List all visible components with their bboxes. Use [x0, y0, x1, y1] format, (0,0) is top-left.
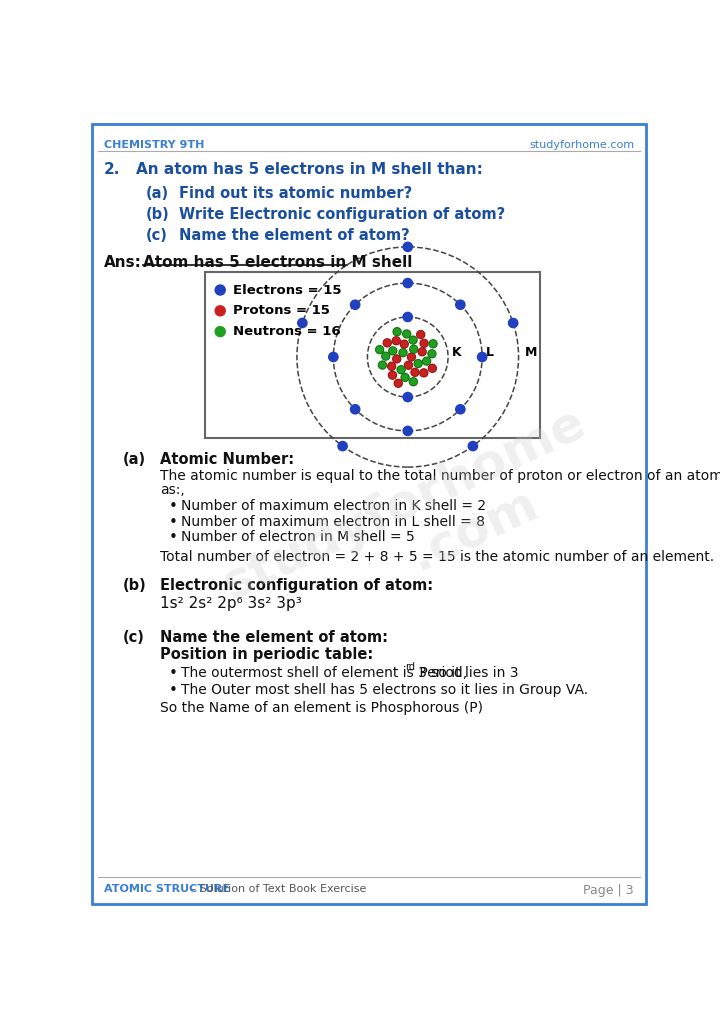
Text: Neutrons = 16: Neutrons = 16: [233, 325, 341, 338]
Text: Find out its atomic number?: Find out its atomic number?: [179, 186, 413, 202]
Circle shape: [392, 337, 400, 345]
Circle shape: [401, 374, 409, 382]
Text: 1s² 2s² 2p⁶ 3s² 3p³: 1s² 2s² 2p⁶ 3s² 3p³: [160, 597, 302, 612]
Circle shape: [376, 346, 384, 353]
Circle shape: [215, 285, 225, 295]
Text: Ans:: Ans:: [104, 256, 142, 271]
Text: Name the element of atom?: Name the element of atom?: [179, 228, 410, 242]
Text: •: •: [169, 530, 178, 546]
Text: K: K: [452, 346, 462, 359]
Circle shape: [411, 369, 419, 377]
Circle shape: [477, 352, 487, 361]
Text: – Solution of Text Book Exercise: – Solution of Text Book Exercise: [187, 885, 366, 895]
Text: The Outer most shell has 5 electrons so it lies in Group VA.: The Outer most shell has 5 electrons so …: [181, 683, 588, 696]
Text: (c): (c): [145, 228, 168, 242]
Circle shape: [403, 392, 413, 402]
Circle shape: [399, 349, 407, 356]
Circle shape: [417, 331, 425, 339]
Circle shape: [418, 348, 426, 355]
Circle shape: [405, 361, 413, 370]
Circle shape: [428, 350, 436, 357]
Text: Page | 3: Page | 3: [583, 885, 634, 898]
Text: M: M: [525, 346, 537, 359]
Circle shape: [403, 427, 413, 436]
Text: •: •: [169, 500, 178, 514]
Text: •: •: [169, 666, 178, 681]
Circle shape: [215, 305, 225, 316]
Text: as:,: as:,: [160, 483, 184, 497]
Text: Atom has 5 electrons in M shell: Atom has 5 electrons in M shell: [143, 256, 412, 271]
Text: The atomic number is equal to the total number of proton or electron of an atom,: The atomic number is equal to the total …: [160, 468, 720, 483]
Circle shape: [414, 359, 422, 367]
Circle shape: [338, 442, 347, 451]
Text: •: •: [169, 683, 178, 697]
Circle shape: [351, 300, 360, 309]
Text: Total number of electron = 2 + 8 + 5 = 15 is the atomic number of an element.: Total number of electron = 2 + 8 + 5 = 1…: [160, 551, 714, 564]
Circle shape: [429, 340, 437, 348]
Circle shape: [508, 319, 518, 328]
Circle shape: [400, 340, 408, 348]
Text: Number of maximum electron in L shell = 8: Number of maximum electron in L shell = …: [181, 515, 485, 529]
Circle shape: [383, 339, 391, 347]
Circle shape: [428, 364, 436, 373]
Circle shape: [393, 328, 401, 336]
Text: Electrons = 15: Electrons = 15: [233, 284, 341, 296]
Text: Electronic configuration of atom:: Electronic configuration of atom:: [160, 578, 433, 593]
Circle shape: [409, 378, 418, 386]
Circle shape: [403, 279, 413, 288]
Text: rd: rd: [405, 662, 415, 672]
Circle shape: [215, 327, 225, 337]
Text: L: L: [486, 346, 494, 359]
Text: studyforhome
      .com: studyforhome .com: [215, 398, 616, 659]
Circle shape: [351, 405, 360, 414]
Circle shape: [468, 442, 477, 451]
Circle shape: [379, 361, 387, 370]
Text: Write Electronic configuration of atom?: Write Electronic configuration of atom?: [179, 207, 505, 222]
Text: (b): (b): [145, 207, 169, 222]
Text: CHEMISTRY 9TH: CHEMISTRY 9TH: [104, 139, 204, 150]
Text: So the Name of an element is Phosphorous (P): So the Name of an element is Phosphorous…: [160, 701, 482, 716]
Circle shape: [409, 336, 417, 344]
FancyBboxPatch shape: [92, 124, 646, 904]
Bar: [204, 272, 539, 438]
Circle shape: [329, 352, 338, 361]
Text: studyforhome.com: studyforhome.com: [529, 139, 634, 150]
Circle shape: [420, 339, 428, 347]
Text: ATOMIC STRUCTURE: ATOMIC STRUCTURE: [104, 885, 230, 895]
Text: The outermost shell of element is 3 so it lies in 3: The outermost shell of element is 3 so i…: [181, 666, 518, 680]
Text: Period,: Period,: [415, 666, 467, 680]
Text: Atomic Number:: Atomic Number:: [160, 452, 294, 466]
Text: An atom has 5 electrons in M shell than:: An atom has 5 electrons in M shell than:: [137, 162, 483, 177]
Circle shape: [420, 369, 428, 377]
Circle shape: [297, 319, 307, 328]
Text: Name the element of atom:: Name the element of atom:: [160, 630, 388, 645]
Text: Number of maximum electron in K shell = 2: Number of maximum electron in K shell = …: [181, 500, 486, 513]
Circle shape: [410, 345, 418, 353]
Circle shape: [395, 380, 402, 387]
Circle shape: [456, 405, 465, 414]
Circle shape: [423, 357, 431, 365]
Text: Number of electron in M shell = 5: Number of electron in M shell = 5: [181, 530, 415, 545]
Circle shape: [397, 365, 405, 374]
Circle shape: [382, 352, 390, 360]
Text: Position in periodic table:: Position in periodic table:: [160, 647, 373, 663]
Circle shape: [456, 300, 465, 309]
Circle shape: [392, 355, 401, 363]
Circle shape: [389, 372, 397, 379]
Text: •: •: [169, 515, 178, 529]
Text: Protons = 15: Protons = 15: [233, 304, 330, 318]
Text: (a): (a): [145, 186, 169, 202]
Text: (a): (a): [122, 452, 145, 466]
Text: (b): (b): [122, 578, 146, 593]
Circle shape: [408, 353, 415, 361]
Circle shape: [389, 347, 397, 355]
Text: (c): (c): [122, 630, 145, 645]
Circle shape: [402, 330, 410, 338]
Circle shape: [387, 362, 396, 371]
Circle shape: [403, 313, 413, 322]
Text: 2.: 2.: [104, 162, 120, 177]
Circle shape: [403, 242, 413, 251]
